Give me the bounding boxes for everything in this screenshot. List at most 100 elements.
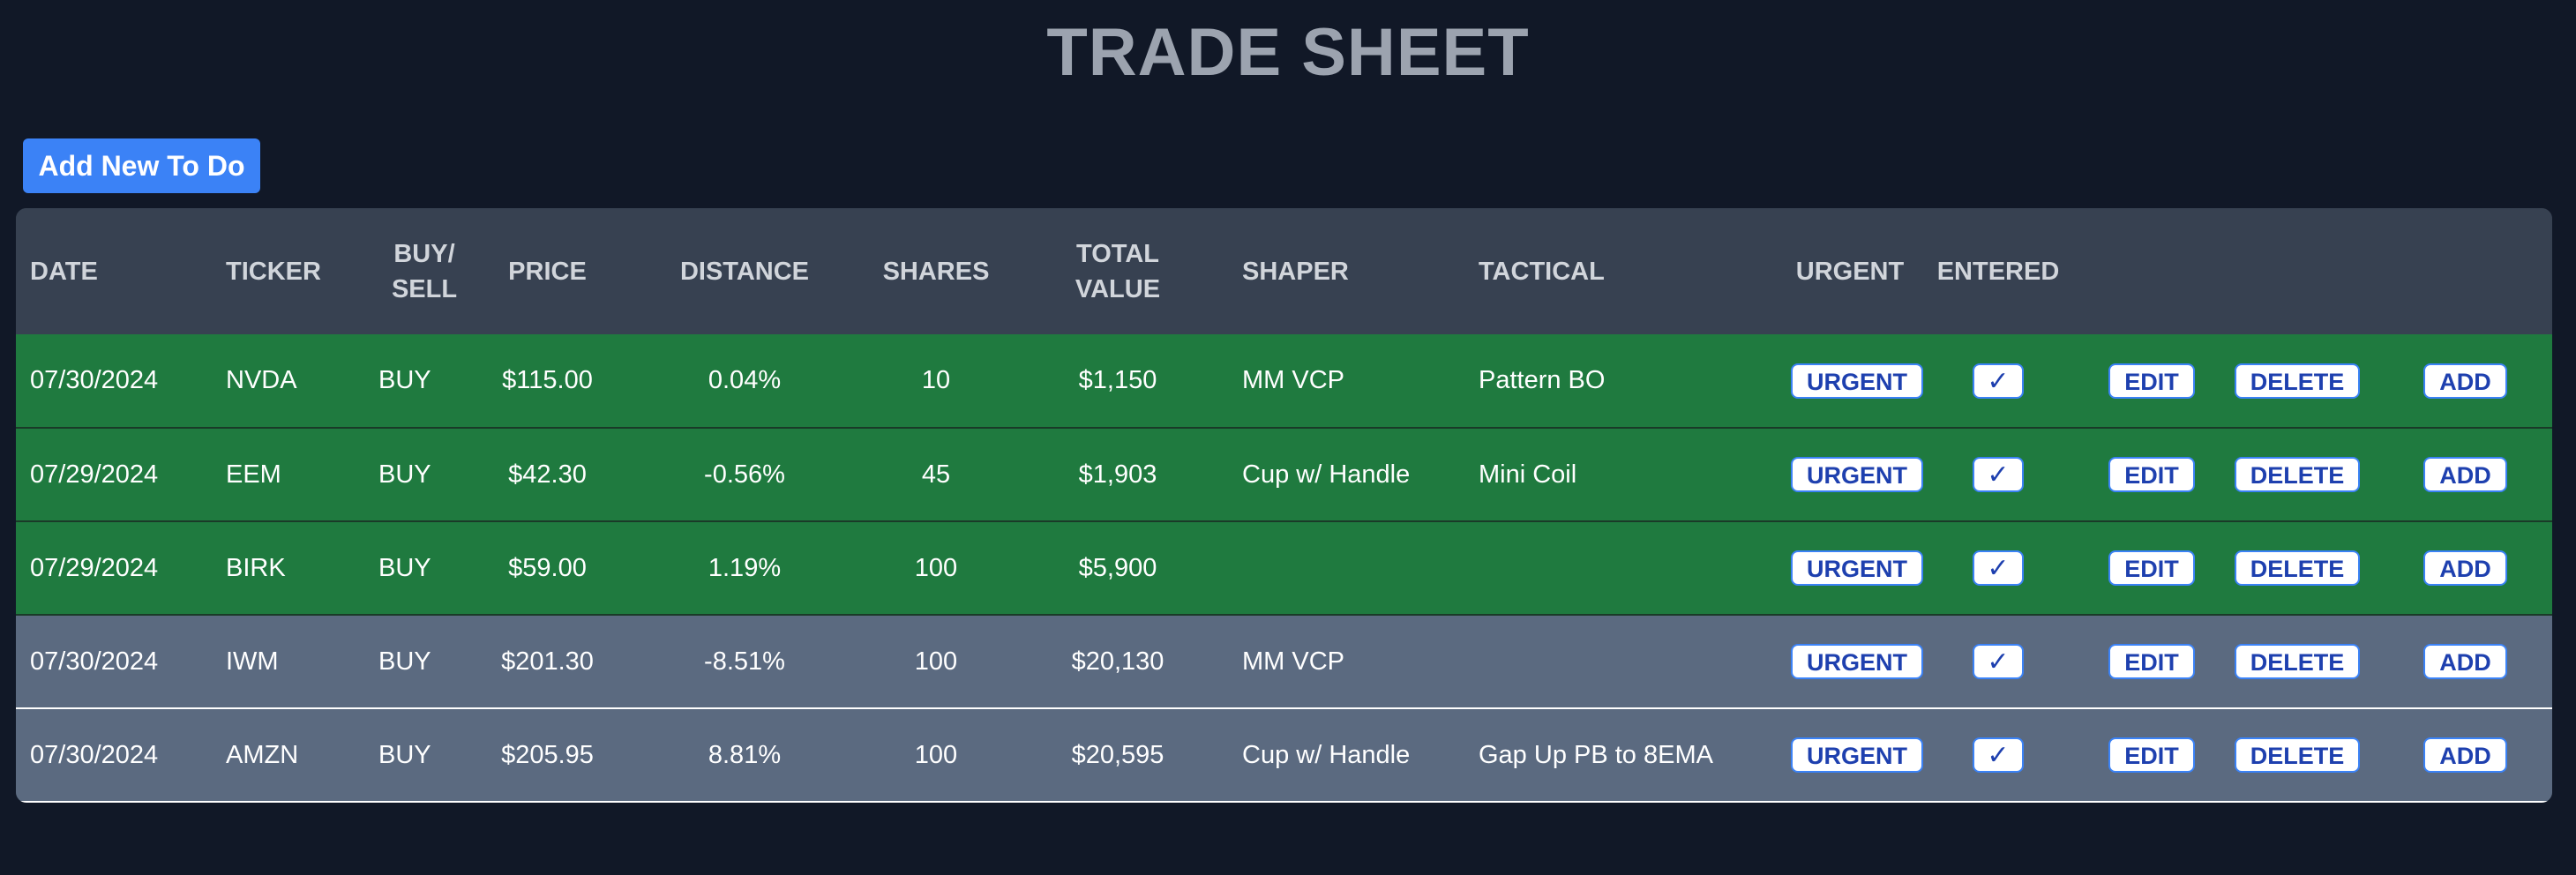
cell-distance: 0.04% [708,366,782,394]
table-row[interactable]: 07/30/2024 AMZN BUY $205.95 8.81% 100 $20,595 C… [16,707,2552,803]
cell-tactical: Gap Up PB to 8EMA [1464,707,1791,803]
cell-shaper [1228,520,1464,615]
cell-total-value: $5,900 [1007,520,1228,615]
entered-checkbox[interactable]: ✓ [1973,457,2024,492]
cell-buy-sell: BUY [364,520,470,615]
cell-tactical: Mini Coil [1464,427,1791,521]
cell-shares: 100 [865,707,1007,803]
edit-button[interactable]: EDIT [2108,644,2195,679]
cell-add: ADD [2378,427,2552,521]
cell-tactical [1464,520,1791,615]
cell-add: ADD [2378,520,2552,615]
cell-shares: 100 [865,614,1007,708]
urgent-button[interactable]: URGENT [1791,737,1923,773]
column-header-shares[interactable]: SHARES [882,257,990,286]
add-button[interactable]: ADD [2423,363,2507,399]
edit-button[interactable]: EDIT [2108,363,2195,399]
cell-price: $42.30 [470,427,625,521]
cell-ticker: IWM [212,614,364,708]
add-button[interactable]: ADD [2423,737,2507,773]
urgent-button[interactable]: URGENT [1791,644,1923,679]
edit-button[interactable]: EDIT [2108,737,2195,773]
cell-delete: DELETE [2216,707,2378,803]
cell-date: 07/29/2024 [16,427,212,521]
cell-delete: DELETE [2216,520,2378,615]
column-header-entered[interactable]: ENTERED [1936,257,2060,286]
column-header-price[interactable]: PRICE [508,257,587,286]
cell-edit: EDIT [2087,334,2216,428]
table-row[interactable]: 07/29/2024 BIRK BUY $59.00 1.19% 100 $5,900 URG… [16,520,2552,615]
cell-edit: EDIT [2087,707,2216,803]
entered-checkbox[interactable]: ✓ [1973,644,2024,679]
cell-entered: ✓ [1909,614,2087,708]
urgent-button[interactable]: URGENT [1791,457,1923,492]
column-header-buy-sell[interactable]: BUY/ SELL [391,239,458,303]
cell-buy-sell: BUY [364,614,470,708]
column-header-ticker[interactable]: TICKER [226,257,321,286]
delete-button[interactable]: DELETE [2234,363,2361,399]
cell-urgent: URGENT [1791,614,1923,708]
cell-urgent: URGENT [1791,427,1923,521]
cell-urgent: URGENT [1791,520,1923,615]
cell-delete: DELETE [2216,427,2378,521]
cell-urgent: URGENT [1791,707,1923,803]
entered-checkbox[interactable]: ✓ [1973,550,2024,586]
cell-date: 07/30/2024 [16,707,212,803]
cell-total-value: $20,595 [1007,707,1228,803]
delete-button[interactable]: DELETE [2234,550,2361,586]
cell-entered: ✓ [1909,520,2087,615]
edit-button[interactable]: EDIT [2108,550,2195,586]
cell-edit: EDIT [2087,614,2216,708]
cell-buy-sell: BUY [364,707,470,803]
cell-urgent: URGENT [1791,334,1923,428]
column-header-edit [2087,208,2216,334]
cell-date: 07/29/2024 [16,520,212,615]
edit-button[interactable]: EDIT [2108,457,2195,492]
cell-price: $201.30 [470,614,625,708]
cell-ticker: EEM [212,427,364,521]
cell-entered: ✓ [1909,427,2087,521]
cell-distance: 1.19% [625,520,865,615]
column-header-distance[interactable]: DISTANCE [679,257,810,286]
add-new-todo-button[interactable]: Add New To Do [23,138,260,193]
column-header-delete [2216,208,2378,334]
cell-shaper: MM VCP [1242,366,1344,394]
table-row[interactable]: 07/29/2024 EEM BUY $42.30 -0.56% 45 $1,903 Cup … [16,427,2552,521]
cell-total-value: $1,150 [1078,366,1157,394]
cell-add: ADD [2378,707,2552,803]
cell-ticker: AMZN [212,707,364,803]
column-header-add [2378,208,2552,334]
cell-date: 07/30/2024 [16,614,212,708]
column-header-shaper[interactable]: SHAPER [1242,257,1349,286]
add-button[interactable]: ADD [2423,457,2507,492]
cell-distance: 8.81% [625,707,865,803]
cell-buy-sell: BUY [364,427,470,521]
table-row[interactable]: 07/30/2024 IWM BUY $201.30 -8.51% 100 $20,130 M… [16,614,2552,708]
column-header-date[interactable]: DATE [30,257,98,286]
add-button[interactable]: ADD [2423,644,2507,679]
entered-checkbox[interactable]: ✓ [1973,363,2024,399]
column-header-urgent[interactable]: URGENT [1795,257,1905,286]
delete-button[interactable]: DELETE [2234,737,2361,773]
delete-button[interactable]: DELETE [2234,457,2361,492]
cell-edit: EDIT [2087,520,2216,615]
add-button[interactable]: ADD [2423,550,2507,586]
cell-distance: -0.56% [625,427,865,521]
delete-button[interactable]: DELETE [2234,644,2361,679]
cell-date: 07/30/2024 [30,366,159,394]
column-header-tactical[interactable]: TACTICAL [1479,257,1605,286]
entered-checkbox[interactable]: ✓ [1973,737,2024,773]
cell-entered: ✓ [1909,707,2087,803]
cell-entered: ✓ [1909,334,2087,428]
cell-edit: EDIT [2087,427,2216,521]
trade-table-container: DATE TICKER BUY/ SELL PRICE DISTANCE SHA… [16,208,2552,803]
cell-delete: DELETE [2216,614,2378,708]
urgent-button[interactable]: URGENT [1791,550,1923,586]
column-header-total-value[interactable]: TOTAL VALUE [1075,239,1161,303]
cell-delete: DELETE [2216,334,2378,428]
urgent-button[interactable]: URGENT [1791,363,1923,399]
trade-table: DATE TICKER BUY/ SELL PRICE DISTANCE SHA… [16,208,2552,803]
table-header-row: DATE TICKER BUY/ SELL PRICE DISTANCE SHA… [16,208,2552,334]
cell-shaper: Cup w/ Handle [1228,707,1464,803]
table-row[interactable]: 07/30/2024 NVDA BUY $115.00 0.04% 10 $1,150 MM … [16,334,2552,428]
